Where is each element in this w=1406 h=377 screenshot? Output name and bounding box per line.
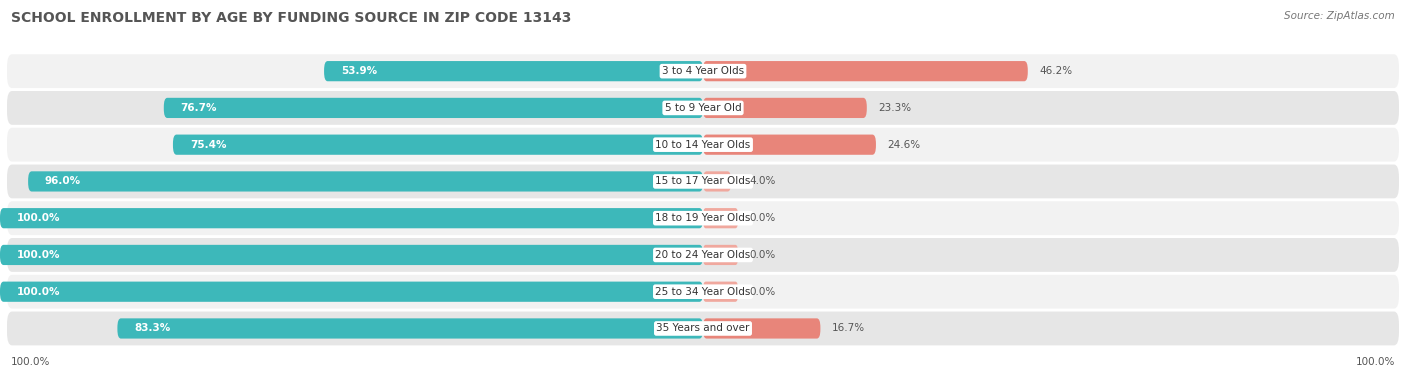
Text: 24.6%: 24.6% xyxy=(887,139,921,150)
Text: 10 to 14 Year Olds: 10 to 14 Year Olds xyxy=(655,139,751,150)
Text: 46.2%: 46.2% xyxy=(1039,66,1073,76)
FancyBboxPatch shape xyxy=(118,318,703,339)
Text: 16.7%: 16.7% xyxy=(832,323,865,334)
Text: 100.0%: 100.0% xyxy=(17,287,60,297)
Text: 25 to 34 Year Olds: 25 to 34 Year Olds xyxy=(655,287,751,297)
Text: 76.7%: 76.7% xyxy=(180,103,217,113)
Text: 4.0%: 4.0% xyxy=(749,176,776,187)
FancyBboxPatch shape xyxy=(0,245,703,265)
FancyBboxPatch shape xyxy=(7,275,1399,309)
Text: 15 to 17 Year Olds: 15 to 17 Year Olds xyxy=(655,176,751,187)
FancyBboxPatch shape xyxy=(163,98,703,118)
Text: 100.0%: 100.0% xyxy=(17,250,60,260)
FancyBboxPatch shape xyxy=(7,54,1399,88)
Text: 100.0%: 100.0% xyxy=(17,213,60,223)
FancyBboxPatch shape xyxy=(703,245,738,265)
Text: 100.0%: 100.0% xyxy=(1355,357,1395,367)
Text: 83.3%: 83.3% xyxy=(135,323,170,334)
FancyBboxPatch shape xyxy=(173,135,703,155)
Text: 18 to 19 Year Olds: 18 to 19 Year Olds xyxy=(655,213,751,223)
Text: 5 to 9 Year Old: 5 to 9 Year Old xyxy=(665,103,741,113)
Text: 100.0%: 100.0% xyxy=(11,357,51,367)
Text: Source: ZipAtlas.com: Source: ZipAtlas.com xyxy=(1284,11,1395,21)
FancyBboxPatch shape xyxy=(703,135,876,155)
Text: 23.3%: 23.3% xyxy=(877,103,911,113)
FancyBboxPatch shape xyxy=(703,208,738,228)
FancyBboxPatch shape xyxy=(28,171,703,192)
FancyBboxPatch shape xyxy=(7,238,1399,272)
FancyBboxPatch shape xyxy=(0,282,703,302)
FancyBboxPatch shape xyxy=(703,61,1028,81)
FancyBboxPatch shape xyxy=(323,61,703,81)
Text: 96.0%: 96.0% xyxy=(45,176,82,187)
FancyBboxPatch shape xyxy=(703,282,738,302)
FancyBboxPatch shape xyxy=(7,164,1399,198)
Text: 75.4%: 75.4% xyxy=(190,139,226,150)
Text: SCHOOL ENROLLMENT BY AGE BY FUNDING SOURCE IN ZIP CODE 13143: SCHOOL ENROLLMENT BY AGE BY FUNDING SOUR… xyxy=(11,11,572,25)
FancyBboxPatch shape xyxy=(703,98,866,118)
FancyBboxPatch shape xyxy=(7,201,1399,235)
FancyBboxPatch shape xyxy=(703,318,821,339)
Text: 35 Years and over: 35 Years and over xyxy=(657,323,749,334)
Text: 20 to 24 Year Olds: 20 to 24 Year Olds xyxy=(655,250,751,260)
FancyBboxPatch shape xyxy=(703,171,731,192)
Text: 53.9%: 53.9% xyxy=(340,66,377,76)
FancyBboxPatch shape xyxy=(7,91,1399,125)
Text: 3 to 4 Year Olds: 3 to 4 Year Olds xyxy=(662,66,744,76)
FancyBboxPatch shape xyxy=(7,311,1399,345)
Text: 0.0%: 0.0% xyxy=(749,287,776,297)
Text: 0.0%: 0.0% xyxy=(749,213,776,223)
FancyBboxPatch shape xyxy=(7,128,1399,162)
Text: 0.0%: 0.0% xyxy=(749,250,776,260)
FancyBboxPatch shape xyxy=(0,208,703,228)
